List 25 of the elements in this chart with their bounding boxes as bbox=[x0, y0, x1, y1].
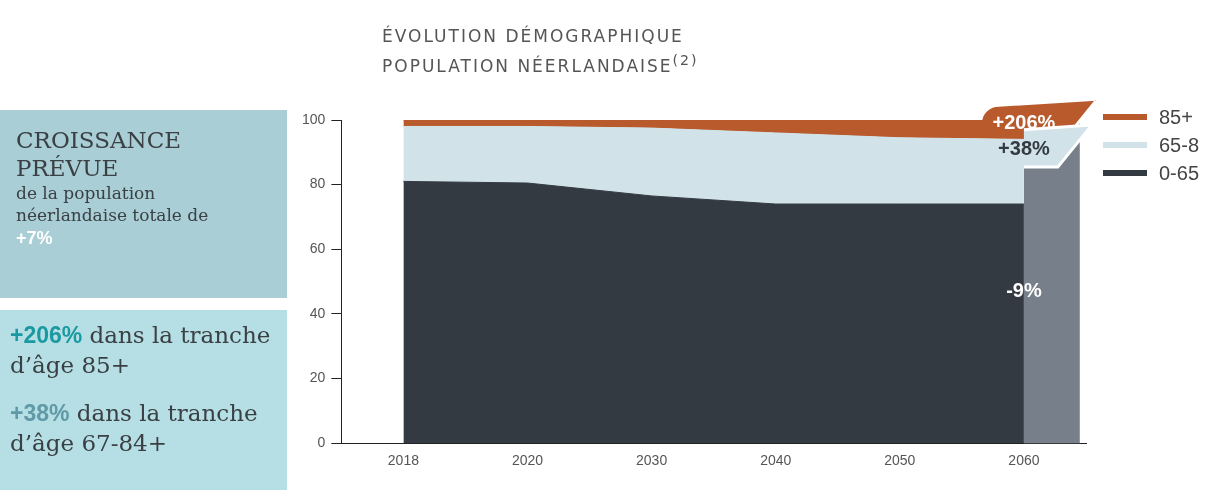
legend-label: 85+ bbox=[1159, 105, 1193, 129]
annotation: -9% bbox=[1006, 278, 1042, 301]
text: de la population néerlandaise totale de bbox=[16, 182, 210, 226]
x-tick-label: 2040 bbox=[760, 452, 792, 469]
text: +206% dans la tranche d’âge 85+ bbox=[10, 322, 271, 378]
text: +7% bbox=[16, 228, 54, 249]
legend-label: 0-65 bbox=[1158, 161, 1200, 185]
text: CROISSANCE PRÉVUE bbox=[16, 126, 183, 182]
y-tick-label: 0 bbox=[317, 434, 326, 451]
legend-label: 65-8 bbox=[1158, 133, 1200, 157]
annotation: +206% bbox=[992, 110, 1056, 133]
x-tick-label: 2030 bbox=[636, 452, 668, 469]
x-tick-label: 2050 bbox=[884, 452, 916, 469]
y-tick-label: 60 bbox=[309, 240, 326, 257]
x-tick-label: 2018 bbox=[387, 452, 420, 469]
annotation: +38% bbox=[998, 136, 1051, 159]
y-tick-label: 20 bbox=[309, 369, 326, 386]
y-tick-label: 40 bbox=[309, 304, 326, 321]
x-tick-label: 2060 bbox=[1008, 452, 1040, 469]
text: +38% dans la tranche d’âge 67-84+ bbox=[10, 400, 258, 456]
y-tick-label: 80 bbox=[309, 175, 326, 192]
chart-title: ÉVOLUTION DÉMOGRAPHIQUE bbox=[382, 24, 685, 48]
y-tick-label: 100 bbox=[302, 110, 326, 127]
x-tick-label: 2020 bbox=[511, 452, 544, 469]
chart-subtitle: POPULATION NÉERLANDAISE$^{(2)}$ bbox=[382, 51, 699, 78]
